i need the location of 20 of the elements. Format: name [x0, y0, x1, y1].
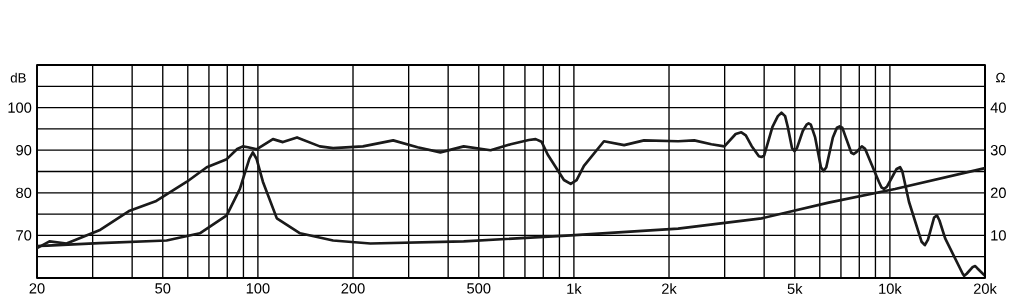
y-tick-label: 90	[16, 145, 32, 156]
x-tick-label: 200	[341, 283, 365, 294]
x-tick-label: 500	[467, 283, 491, 294]
x-tick-label: 100	[246, 283, 270, 294]
y-tick-label: 100	[8, 102, 32, 113]
y-axis-title: dB	[10, 72, 26, 83]
y2-tick-label: 10	[991, 230, 1006, 241]
x-tick-label: 20	[29, 283, 45, 294]
x-tick-label: 10k	[879, 283, 902, 294]
y2-axis-title: Ω	[996, 72, 1005, 83]
x-tick-label: 20k	[973, 283, 997, 294]
y2-tick-label: 20	[990, 187, 1006, 198]
x-tick-label: 5k	[787, 283, 803, 294]
y2-tick-label: 30	[990, 145, 1006, 156]
x-tick-label: 1k	[567, 283, 582, 294]
x-tick-label: 50	[155, 283, 171, 294]
x-tick-label: 2k	[662, 283, 677, 294]
y-tick-label: 80	[16, 187, 32, 198]
y-tick-label: 70	[16, 230, 32, 241]
y2-tick-label: 40	[990, 102, 1006, 113]
